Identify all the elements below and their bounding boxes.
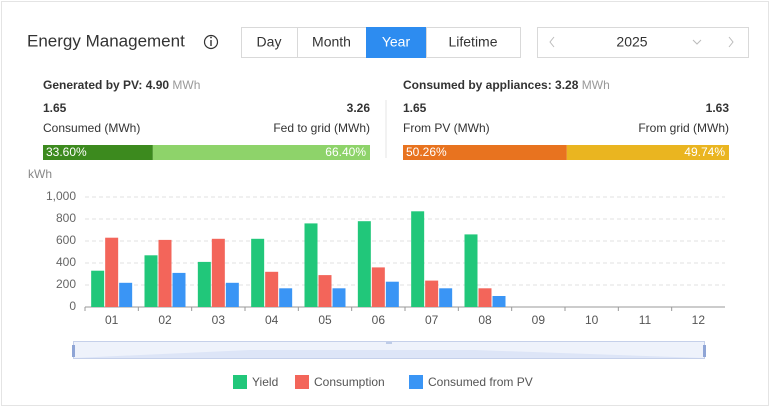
- x-tick-label: 05: [318, 313, 332, 327]
- legend-label: Consumed from PV: [428, 375, 533, 389]
- bar: [357, 221, 371, 307]
- bar: [492, 296, 506, 307]
- legend-swatch: [233, 375, 247, 389]
- bar: [279, 288, 293, 307]
- tab[interactable]: Lifetime: [426, 27, 521, 58]
- legend-swatch: [409, 375, 423, 389]
- bar: [411, 211, 425, 307]
- bar: [105, 237, 119, 307]
- value: 4.90: [146, 78, 170, 92]
- legend-label: Consumption: [314, 375, 385, 389]
- y-tick-label: 0: [69, 299, 76, 313]
- y-tick-label: 800: [56, 211, 76, 225]
- tab-label: Lifetime: [448, 34, 497, 50]
- x-tick-label: 11: [639, 313, 652, 327]
- bar: [385, 281, 399, 307]
- share-bar: [403, 145, 567, 160]
- bar: [371, 267, 385, 307]
- right-label: Fed to grid (MWh): [273, 121, 370, 135]
- legend-label: Yield: [252, 375, 278, 389]
- range-slider[interactable]: [72, 341, 706, 359]
- bar: [197, 261, 211, 307]
- x-tick-label: 09: [532, 313, 546, 327]
- bar: [478, 288, 492, 307]
- bar: [439, 288, 453, 307]
- consumed-summary: Consumed by appliances: 3.28 MWh: [403, 78, 610, 92]
- label: Consumed by appliances:: [403, 78, 552, 92]
- bar: [91, 270, 105, 307]
- x-tick-label: 02: [158, 313, 172, 327]
- bar: [464, 234, 478, 307]
- bar: [425, 280, 439, 307]
- x-tick-label: 01: [105, 313, 119, 327]
- y-tick-label: 1,000: [46, 189, 76, 203]
- bar: [265, 271, 279, 307]
- bar: [251, 238, 265, 307]
- right-value: 3.26: [347, 101, 371, 115]
- legend-item[interactable]: Consumed from PV: [409, 375, 533, 389]
- legend-swatch: [295, 375, 309, 389]
- period-selector[interactable]: 2025: [537, 27, 749, 58]
- tab-bg: [366, 27, 427, 58]
- tab-bg: [241, 27, 298, 58]
- x-tick-label: 10: [585, 313, 599, 327]
- x-tick-label: 12: [692, 313, 706, 327]
- share-label: 49.74%: [684, 145, 725, 159]
- unit: MWh: [172, 78, 200, 92]
- tab[interactable]: Day: [241, 27, 298, 58]
- y-tick-label: 400: [56, 255, 76, 269]
- share-bar: [152, 145, 370, 160]
- tab-label: Year: [382, 34, 411, 50]
- left-value: 1.65: [43, 101, 67, 115]
- bar: [158, 239, 172, 307]
- y-axis-label: kWh: [28, 167, 52, 181]
- share-bar: [566, 145, 729, 160]
- unit: MWh: [582, 78, 610, 92]
- x-tick-label: 03: [212, 313, 226, 327]
- tab-bg: [297, 27, 367, 58]
- bar: [318, 275, 332, 307]
- legend-item[interactable]: Yield: [233, 375, 278, 389]
- legend-item[interactable]: Consumption: [295, 375, 385, 389]
- title: Energy Management: [27, 31, 185, 50]
- period: 2025: [616, 34, 647, 50]
- tab-label: Month: [312, 34, 351, 50]
- bar: [211, 238, 225, 307]
- x-tick-label: 07: [425, 313, 439, 327]
- label: Generated by PV:: [43, 78, 142, 92]
- bar: [172, 272, 186, 307]
- left-label: From PV (MWh): [403, 121, 490, 135]
- y-tick-label: 200: [56, 277, 76, 291]
- tab[interactable]: Year: [366, 27, 427, 58]
- bar: [304, 223, 318, 307]
- x-tick-label: 06: [372, 313, 386, 327]
- share-label: 33.60%: [46, 145, 87, 159]
- bar: [225, 282, 239, 307]
- bar: [144, 255, 158, 307]
- share-label: 66.40%: [325, 145, 366, 159]
- value: 3.28: [555, 78, 579, 92]
- left-value: 1.65: [403, 101, 427, 115]
- left-label: Consumed (MWh): [43, 121, 140, 135]
- tab-bg: [426, 27, 521, 58]
- generated-summary: Generated by PV: 4.90 MWh: [43, 78, 200, 92]
- bar: [119, 282, 133, 307]
- share-bar: [43, 145, 153, 160]
- y-tick-label: 600: [56, 233, 76, 247]
- bar: [332, 288, 346, 307]
- info-icon[interactable]: [203, 34, 219, 50]
- share-label: 50.26%: [406, 145, 447, 159]
- right-value: 1.63: [706, 101, 730, 115]
- x-tick-label: 04: [265, 313, 279, 327]
- right-label: From grid (MWh): [638, 121, 729, 135]
- x-tick-label: 08: [478, 313, 492, 327]
- tab[interactable]: Month: [297, 27, 367, 58]
- tab-label: Day: [257, 34, 282, 50]
